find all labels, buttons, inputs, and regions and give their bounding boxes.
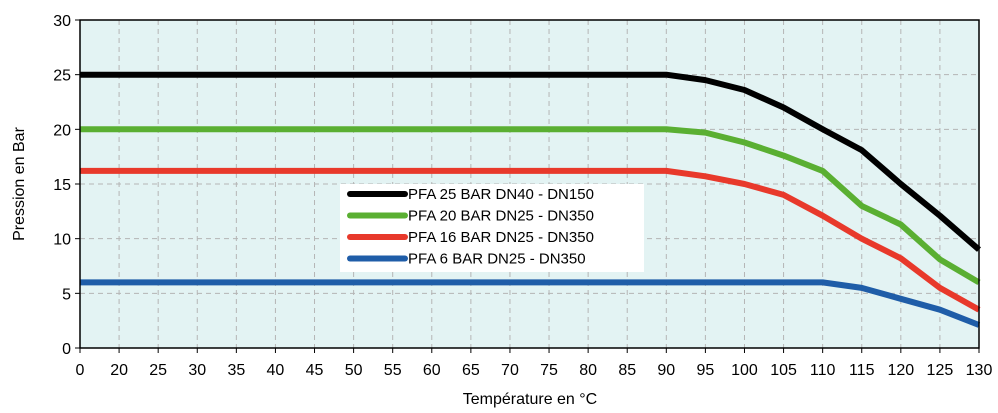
x-tick-label: 0 [76, 362, 85, 379]
y-tick-label: 25 [53, 68, 71, 85]
y-tick-label: 10 [53, 232, 71, 249]
legend: PFA 25 BAR DN40 - DN150 PFA 20 BAR DN25 -… [340, 184, 644, 272]
legend-label: PFA 16 BAR DN25 - DN350 [408, 229, 594, 246]
y-tick-label: 0 [62, 341, 71, 358]
series-lines [80, 71, 981, 328]
x-tick-label: 45 [306, 362, 324, 379]
x-tick-label: 105 [770, 362, 797, 379]
series-line [80, 71, 981, 252]
legend-label: PFA 6 BAR DN25 - DN350 [408, 251, 586, 268]
x-tick-label: 100 [731, 362, 758, 379]
x-tick-label: 95 [696, 362, 714, 379]
x-tick-label: 30 [188, 362, 206, 379]
x-tick-label: 50 [345, 362, 363, 379]
x-tick-label: 35 [227, 362, 245, 379]
x-tick-label: 85 [618, 362, 636, 379]
x-tick-label: 60 [423, 362, 441, 379]
x-tick-label: 90 [657, 362, 675, 379]
x-tick-label: 70 [501, 362, 519, 379]
legend-label: PFA 20 BAR DN25 - DN350 [408, 208, 594, 225]
x-tick-label: 55 [384, 362, 402, 379]
x-tick-label: 80 [579, 362, 597, 379]
y-axis-ticks: 0 5 10 15 20 25 30 [53, 13, 80, 358]
x-tick-label: 110 [810, 362, 836, 379]
x-tick-label: 75 [540, 362, 558, 379]
y-tick-label: 20 [53, 122, 71, 139]
x-tick-label: 130 [966, 362, 993, 379]
x-tick-label: 125 [927, 362, 954, 379]
x-tick-label: 25 [149, 362, 167, 379]
series-line [80, 126, 981, 285]
x-tick-label: 65 [462, 362, 480, 379]
x-axis-title: Température en °C [463, 391, 597, 408]
series-line [80, 167, 981, 313]
y-axis-title: Pression en Bar [11, 126, 28, 241]
x-tick-label: 115 [849, 362, 875, 379]
x-axis-ticks: 0 20 25 30 35 40 45 50 55 60 65 70 75 80 85 90 95 100 105 1… [76, 348, 993, 379]
legend-label: PFA 25 BAR DN40 - DN150 [408, 186, 594, 203]
y-tick-label: 15 [53, 177, 71, 194]
x-tick-label: 40 [267, 362, 285, 379]
x-tick-label: 20 [110, 362, 128, 379]
y-tick-label: 5 [62, 286, 71, 303]
x-tick-label: 120 [887, 362, 914, 379]
y-tick-label: 30 [53, 13, 71, 30]
series-line [80, 279, 981, 328]
